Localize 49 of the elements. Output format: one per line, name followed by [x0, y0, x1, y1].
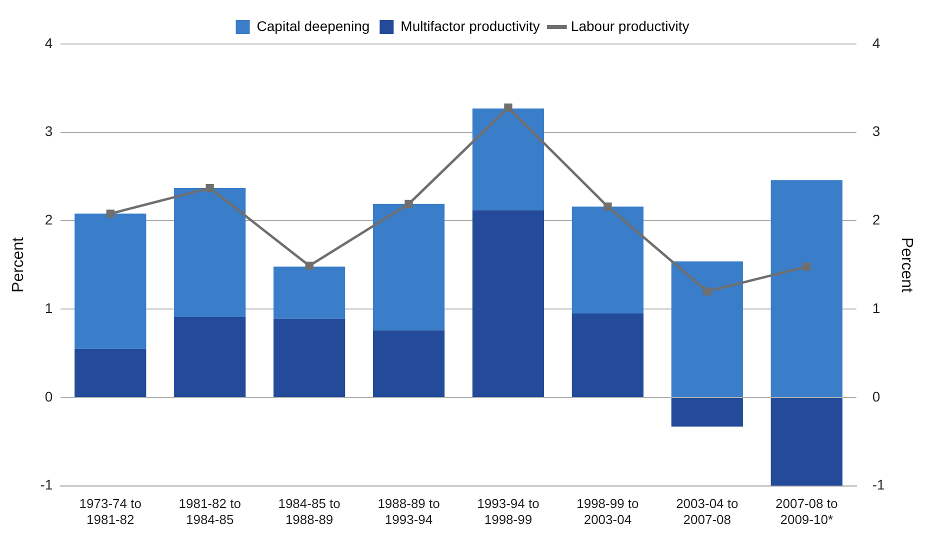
bar — [174, 188, 246, 318]
bar — [770, 180, 842, 397]
x-tick-label: 1988-89 to 1993-94 — [378, 496, 440, 527]
bar — [372, 330, 445, 397]
y-tick-label: 1 — [44, 300, 53, 316]
bar — [74, 214, 146, 349]
y2-tick-label: 3 — [872, 123, 880, 140]
legend-label: Multifactor productivity — [400, 18, 540, 34]
legend-label: Capital deepening — [256, 18, 370, 34]
bar — [174, 317, 246, 397]
point — [404, 200, 413, 208]
x-tick-label: 1973-74 to 1981-82 — [79, 496, 142, 527]
y-tick-label: 4 — [44, 34, 53, 51]
x-tick-label: 1993-94 to 1998-99 — [477, 496, 540, 527]
bar — [372, 204, 445, 330]
bar — [274, 318, 346, 397]
bar — [572, 314, 644, 397]
point — [703, 287, 712, 296]
y-axis-title: Percent — [10, 236, 28, 292]
bar — [671, 261, 743, 397]
point — [206, 184, 214, 192]
bar — [770, 398, 842, 486]
x-tick-label: 1981-82 to 1984-85 — [178, 496, 241, 527]
y-tick-label: -1 — [40, 476, 53, 493]
point — [305, 262, 314, 270]
bar — [472, 108, 544, 210]
bar — [472, 210, 544, 397]
x-tick-label: 2007-08 to 2009-10* — [776, 496, 838, 527]
y2-tick-label: 0 — [872, 388, 880, 404]
bar — [572, 206, 644, 314]
point — [106, 210, 114, 218]
bar — [274, 266, 346, 319]
y-tick-label: 3 — [44, 123, 53, 140]
x-tick-label: 1984-85 to 1988-89 — [278, 496, 340, 527]
x-tick-label: 1998-99 to 2003-04 — [576, 496, 639, 527]
point — [802, 262, 811, 271]
y2-tick-label: 1 — [872, 300, 880, 316]
y-tick-label: 2 — [44, 212, 53, 228]
bar — [671, 398, 743, 427]
bar — [74, 348, 146, 397]
y2-axis-title: Percent — [898, 237, 915, 294]
point — [504, 104, 512, 112]
y2-tick-label: -1 — [872, 476, 886, 493]
x-tick-label: 2003-04 to 2007-08 — [676, 496, 738, 527]
y2-tick-label: 4 — [872, 34, 880, 51]
y-tick-label: 0 — [44, 388, 53, 404]
point — [604, 202, 612, 211]
legend-label: Labour productivity — [570, 18, 690, 34]
y2-tick-label: 2 — [872, 212, 880, 228]
